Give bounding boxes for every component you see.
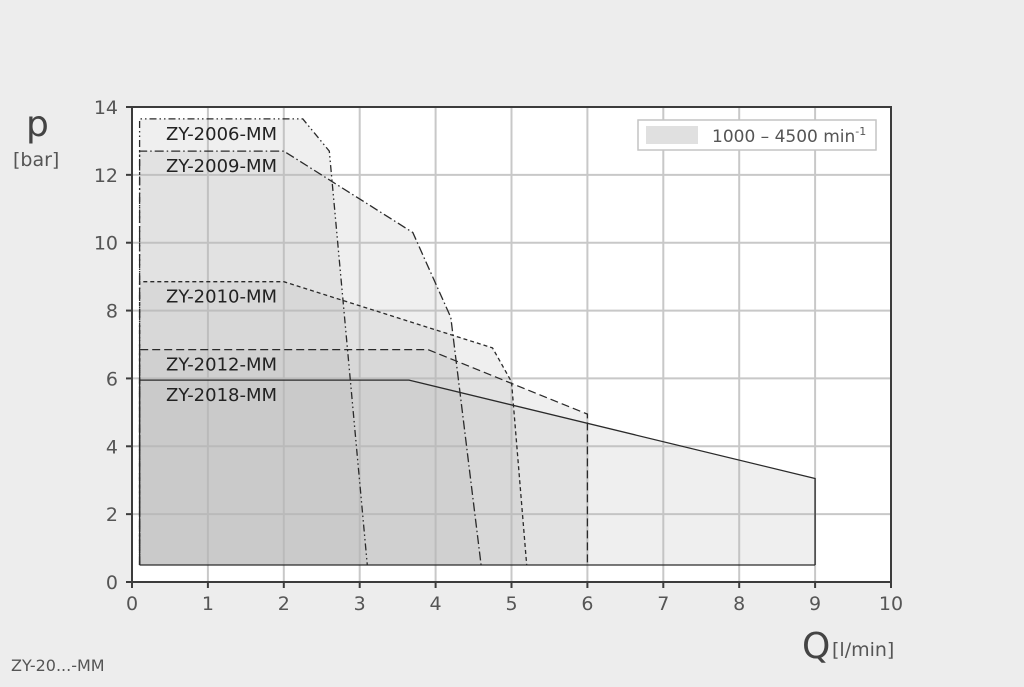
x-tick-label: 5 bbox=[505, 593, 517, 615]
series-label: ZY-2012-MM bbox=[166, 355, 277, 376]
line-zy-2010-mm bbox=[138, 281, 528, 566]
line-zy-2009-mm bbox=[138, 150, 482, 566]
legend-label: 1000 – 4500 min-1 bbox=[712, 125, 866, 147]
x-tick-label: 8 bbox=[733, 593, 745, 615]
y-tick-label: 2 bbox=[106, 504, 118, 526]
operating-area-fills bbox=[139, 118, 816, 566]
x-axis-symbol: Q bbox=[802, 626, 830, 667]
x-tick-label: 0 bbox=[126, 593, 138, 615]
x-tick-label: 9 bbox=[809, 593, 821, 615]
x-tick-label: 1 bbox=[202, 593, 214, 615]
series-label: ZY-2006-MM bbox=[166, 124, 277, 145]
x-tick-label: 10 bbox=[879, 593, 903, 615]
line-zy-2012-mm bbox=[138, 348, 589, 565]
x-tick-label: 3 bbox=[354, 593, 366, 615]
area-zy-2012-mm bbox=[139, 349, 588, 565]
y-tick-label: 12 bbox=[94, 165, 118, 187]
y-tick-label: 6 bbox=[106, 368, 118, 390]
x-tick-label: 7 bbox=[657, 593, 669, 615]
x-axis-unit: [l/min] bbox=[832, 639, 894, 661]
axis-titles: p [bar] Q [l/min] bbox=[13, 104, 894, 667]
y-tick-label: 4 bbox=[106, 436, 118, 458]
series-label: ZY-2009-MM bbox=[166, 156, 277, 177]
line-zy-2006-mm bbox=[138, 118, 368, 566]
x-tick-label: 2 bbox=[278, 593, 290, 615]
area-zy-2010-mm bbox=[139, 281, 527, 565]
x-tick-label: 4 bbox=[430, 593, 442, 615]
legend: 1000 – 4500 min-1 bbox=[637, 119, 877, 151]
area-zy-2006-mm bbox=[139, 118, 368, 566]
series-lines bbox=[138, 118, 816, 566]
y-tick-label: 8 bbox=[106, 301, 118, 323]
footer-label: ZY-20...-MM bbox=[11, 656, 105, 675]
y-tick-label: 0 bbox=[106, 572, 118, 594]
series-label: ZY-2010-MM bbox=[166, 287, 277, 308]
series-label: ZY-2018-MM bbox=[166, 385, 277, 406]
legend-swatch bbox=[646, 126, 698, 144]
y-axis-unit: [bar] bbox=[13, 149, 59, 171]
y-axis-symbol: p bbox=[26, 104, 49, 145]
y-tick-label: 10 bbox=[94, 233, 118, 255]
series-labels: ZY-2006-MM ZY-2009-MM ZY-2010-MM ZY-2012-MM… bbox=[166, 124, 277, 406]
y-tick-label: 14 bbox=[94, 97, 118, 119]
line-zy-2018-mm bbox=[138, 379, 816, 565]
x-tick-label: 6 bbox=[581, 593, 593, 615]
area-zy-2018-mm bbox=[139, 380, 816, 565]
grid bbox=[131, 106, 892, 583]
legend-label-superscript: -1 bbox=[855, 125, 866, 138]
area-zy-2009-mm bbox=[139, 151, 482, 565]
